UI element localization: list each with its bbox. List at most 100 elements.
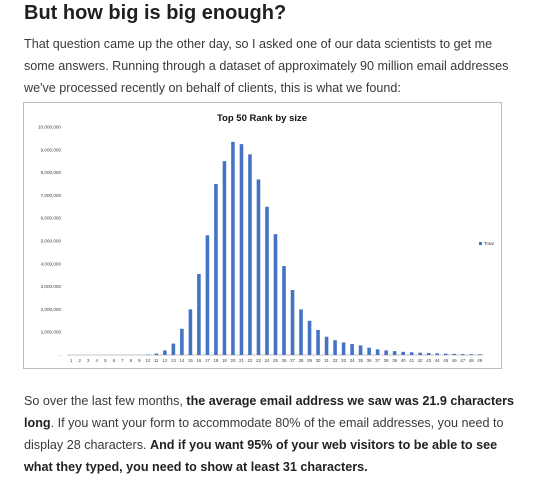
y-tick-label: 9,000,000	[41, 147, 62, 152]
bar	[197, 274, 201, 355]
x-tick-label: 44	[435, 358, 440, 363]
conclusion-bold-2: And if you want 95% of your web visitors…	[24, 438, 498, 474]
bar	[426, 353, 431, 355]
bar	[265, 206, 269, 355]
x-tick-label: 39	[392, 358, 397, 363]
x-tick-label: 16	[196, 358, 201, 363]
x-tick-label: 13	[171, 358, 176, 363]
x-tick-label: 12	[162, 358, 167, 363]
x-tick-label: 11	[154, 358, 159, 363]
bar	[477, 354, 482, 355]
x-tick-label: 33	[341, 358, 346, 363]
bar	[418, 352, 422, 355]
x-tick-label: 40	[401, 358, 406, 363]
x-tick-label: 32	[333, 358, 338, 363]
x-tick-label: 10	[145, 358, 150, 363]
x-tick-label: 48	[469, 358, 474, 363]
bar	[248, 154, 252, 355]
bar	[375, 349, 380, 355]
bar	[307, 320, 312, 355]
y-tick-label: 7,000,000	[41, 193, 62, 198]
x-tick-label: 21	[239, 358, 244, 363]
y-tick-label: -	[59, 353, 61, 358]
conclusion-bold-1: the average email address we saw was 21.…	[24, 394, 515, 430]
x-tick-label: 42	[418, 358, 423, 363]
bar	[282, 266, 286, 355]
x-tick-label: 35	[358, 358, 363, 363]
x-tick-label: 28	[299, 358, 304, 363]
conclusion-paragraph: So over the last few months, the average…	[24, 390, 516, 478]
x-tick-label: 43	[426, 358, 431, 363]
bar	[358, 345, 363, 355]
y-tick-label: 4,000,000	[41, 261, 62, 266]
x-tick-label: 27	[290, 358, 295, 363]
x-tick-label: 23	[256, 358, 261, 363]
x-tick-label: 36	[367, 358, 372, 363]
bar	[392, 351, 397, 355]
x-tick-label: 17	[205, 358, 210, 363]
x-tick-label: 6	[113, 358, 116, 363]
legend-swatch	[479, 242, 482, 245]
legend-label: Total	[484, 241, 494, 246]
y-tick-label: 2,000,000	[41, 307, 62, 312]
bar	[452, 353, 457, 355]
bar	[460, 354, 465, 355]
bar	[188, 309, 193, 355]
bar	[163, 350, 167, 355]
x-tick-label: 49	[477, 358, 482, 363]
page-heading: But how big is big enough?	[24, 2, 287, 24]
x-tick-label: 9	[138, 358, 141, 363]
bar-chart: Top 50 Rank by size - 1,000,000 2,000,000 3…	[38, 113, 494, 363]
bar	[239, 144, 244, 355]
bar	[154, 353, 159, 355]
bar	[367, 347, 371, 355]
x-tick-label: 41	[409, 358, 414, 363]
x-tick-label: 37	[375, 358, 380, 363]
x-tick-label: 3	[87, 358, 90, 363]
bar	[231, 141, 235, 355]
y-tick-label: 6,000,000	[41, 216, 62, 221]
x-tick-label: 46	[452, 358, 457, 363]
chart-title: Top 50 Rank by size	[217, 113, 307, 124]
x-tick-label: 20	[231, 358, 236, 363]
x-tick-label: 2	[79, 358, 82, 363]
bar	[290, 290, 295, 355]
x-tick-label: 45	[443, 358, 448, 363]
conclusion-text-1: So over the last few months,	[24, 394, 187, 408]
bar	[299, 309, 303, 355]
x-tick-label: 22	[248, 358, 253, 363]
bar	[214, 184, 218, 355]
y-tick-label: 3,000,000	[41, 284, 62, 289]
bar	[435, 353, 439, 355]
bar	[171, 343, 176, 355]
bar	[222, 161, 227, 355]
x-tick-label: 8	[130, 358, 133, 363]
x-tick-label: 34	[350, 358, 355, 363]
x-tick-label: 47	[460, 358, 465, 363]
x-tick-label: 26	[282, 358, 287, 363]
x-tick-label: 24	[265, 358, 270, 363]
y-tick-label: 5,000,000	[41, 239, 62, 244]
bar	[333, 340, 337, 355]
bar	[409, 352, 414, 355]
intro-paragraph: That question came up the other day, so …	[24, 37, 509, 95]
bar	[469, 354, 474, 355]
bar	[180, 328, 184, 355]
x-tick-label: 5	[104, 358, 107, 363]
bar	[324, 336, 329, 355]
x-tick-label: 15	[188, 358, 193, 363]
x-tick-label: 38	[384, 358, 389, 363]
y-tick-label: 1,000,000	[41, 330, 62, 335]
bar	[341, 342, 346, 355]
bar	[350, 344, 354, 355]
x-tick-label: 25	[273, 358, 278, 363]
bar	[205, 235, 210, 355]
bar	[384, 350, 388, 355]
x-tick-label: 31	[324, 358, 329, 363]
x-tick-label: 19	[222, 358, 227, 363]
x-tick-label: 1	[70, 358, 73, 363]
bar	[316, 329, 320, 355]
bar	[256, 179, 261, 355]
bar	[443, 353, 448, 355]
x-tick-label: 4	[96, 358, 99, 363]
